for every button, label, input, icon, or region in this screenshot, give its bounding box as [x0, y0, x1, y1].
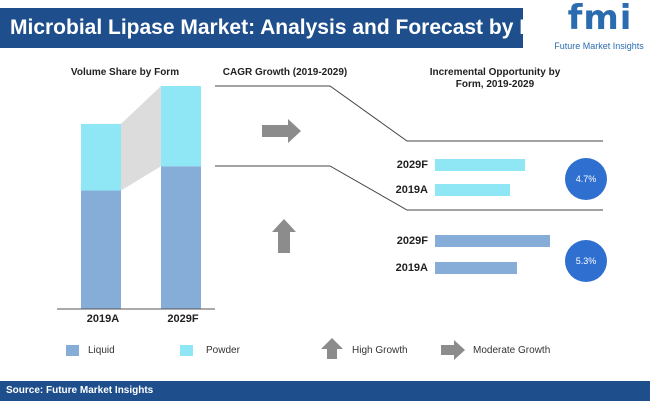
- volume-share-title: Volume Share by Form: [70, 67, 180, 78]
- bar-liquid-2029f: [161, 166, 201, 309]
- logo-letters: fmi: [567, 0, 633, 38]
- hbar-label-powder-2029f: 2029F: [396, 159, 428, 171]
- legend-powder-label: Powder: [206, 345, 240, 356]
- legend-high-growth-label: High Growth: [352, 345, 408, 356]
- x-tick-2029f: 2029F: [167, 313, 199, 325]
- stacked-bars: [81, 86, 201, 309]
- legend-liquid-label: Liquid: [88, 345, 115, 356]
- hbar-label-liquid-2029f: 2029F: [396, 235, 428, 247]
- cagr-circle-powder: [565, 158, 607, 200]
- incremental-title-line2: Form, 2019-2029: [455, 79, 535, 90]
- bar-liquid-2019a: [81, 190, 121, 309]
- high-growth-arrow-icon: [272, 219, 296, 253]
- legend-moderate-growth-label: Moderate Growth: [473, 345, 551, 356]
- cagr-value-powder: 4.7%: [576, 174, 597, 184]
- legend-high-growth-icon: [321, 338, 343, 359]
- incremental-title-line1: Incremental Opportunity by: [429, 67, 561, 78]
- connector-line-top: [215, 85, 603, 142]
- bar-powder-2019a: [81, 123, 121, 191]
- hbar-label-liquid-2019a: 2019A: [395, 262, 428, 274]
- cagr-value-liquid: 5.3%: [576, 256, 597, 266]
- cagr-title: CAGR Growth (2019-2029): [222, 67, 348, 78]
- hbar-powder-2029f: [435, 159, 525, 171]
- bar-powder-2029f: [161, 86, 201, 167]
- fmi-logo: fmi Future Market Insights: [554, 0, 645, 54]
- page-title: Microbial Lipase Market: Analysis and Fo…: [0, 8, 572, 48]
- legend-powder-swatch: [180, 345, 193, 356]
- cagr-circles: 4.7% 5.3%: [565, 158, 607, 282]
- hbar-label-powder-2019a: 2019A: [395, 184, 428, 196]
- moderate-growth-arrow-icon: [262, 119, 301, 143]
- legend-moderate-growth-icon: [441, 340, 465, 360]
- x-tick-2019a: 2019A: [86, 313, 120, 325]
- hbar-liquid-2019a: [435, 262, 517, 274]
- incremental-bars: [435, 159, 550, 274]
- bar-connector: [121, 86, 161, 191]
- source-footer: Source: Future Market Insights: [0, 381, 650, 401]
- cagr-circle-liquid: [565, 240, 607, 282]
- hbar-liquid-2029f: [435, 235, 550, 247]
- hbar-powder-2019a: [435, 184, 510, 196]
- legend-liquid-swatch: [66, 345, 79, 356]
- logo-tagline: Future Market Insights: [554, 41, 644, 51]
